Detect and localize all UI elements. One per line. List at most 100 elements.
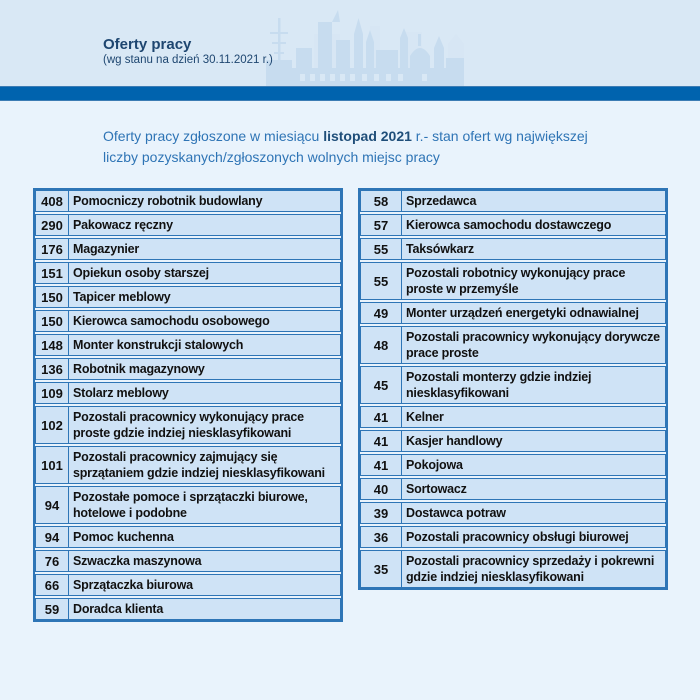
table-row: 59 Doradca klienta: [35, 598, 341, 620]
intro-text-after: r.- stan ofert wg największej liczby poz…: [103, 128, 588, 165]
offer-count: 35: [361, 551, 402, 587]
table-row: 76 Szwaczka maszynowa: [35, 550, 341, 572]
table-row: 94 Pozostałe pomoce i sprzątaczki biurowe…: [35, 486, 341, 524]
offer-count: 102: [36, 407, 69, 443]
offer-count: 94: [36, 487, 69, 523]
table-row: 36 Pozostali pracownicy obsługi biurowej: [360, 526, 666, 548]
offer-label: Kasjer handlowy: [406, 434, 503, 448]
table-row: 55 Taksówkarz: [360, 238, 666, 260]
offer-label: Stolarz meblowy: [73, 386, 169, 400]
offer-count: 40: [361, 479, 402, 499]
table-row: 57 Kierowca samochodu dostawczego: [360, 214, 666, 236]
table-row: 150 Kierowca samochodu osobowego: [35, 310, 341, 332]
offer-count: 136: [36, 359, 69, 379]
intro-text-before: Oferty pracy zgłoszone w miesiącu: [103, 128, 324, 144]
offer-count: 76: [36, 551, 69, 571]
offer-label: Opiekun osoby starszej: [73, 266, 209, 280]
offer-label: Robotnik magazynowy: [73, 362, 205, 376]
table-row: 35 Pozostali pracownicy sprzedaży i pokre…: [360, 550, 666, 588]
offer-count: 101: [36, 447, 69, 483]
offer-count: 48: [361, 327, 402, 363]
table-row: 49 Monter urządzeń energetyki odnawialnej: [360, 302, 666, 324]
table-row: 45 Pozostali monterzy gdzie indziej niesk…: [360, 366, 666, 404]
table-row: 40 Sortowacz: [360, 478, 666, 500]
offer-count: 41: [361, 407, 402, 427]
offer-label: Pomocniczy robotnik budowlany: [73, 194, 263, 208]
offer-count: 36: [361, 527, 402, 547]
offer-count: 59: [36, 599, 69, 619]
offer-count: 408: [36, 191, 69, 211]
table-row: 94 Pomoc kuchenna: [35, 526, 341, 548]
table-row: 102 Pozostali pracownicy wykonujący prace…: [35, 406, 341, 444]
offer-label: Kelner: [406, 410, 444, 424]
table-row: 41 Kasjer handlowy: [360, 430, 666, 452]
offer-label: Pozostałe pomoce i sprzątaczki biurowe, …: [73, 490, 308, 520]
intro-month-highlight: listopad 2021: [323, 128, 412, 144]
offer-count: 57: [361, 215, 402, 235]
offer-label: Pozostali monterzy gdzie indziej nieskla…: [406, 370, 592, 400]
offer-label: Sprzedawca: [406, 194, 477, 208]
offer-label: Dostawca potraw: [406, 506, 506, 520]
job-offers-table-right: 58 Sprzedawca 57 Kierowca samochodu dostawc…: [358, 188, 668, 590]
header-date-note: (wg stanu na dzień 30.11.2021 r.): [103, 54, 273, 66]
offer-count: 150: [36, 311, 69, 331]
offer-count: 49: [361, 303, 402, 323]
offer-count: 55: [361, 239, 402, 259]
offer-count: 150: [36, 287, 69, 307]
table-row: 150 Tapicer meblowy: [35, 286, 341, 308]
offer-label: Pozostali pracownicy wykonujący prace pr…: [73, 410, 304, 440]
table-row: 109 Stolarz meblowy: [35, 382, 341, 404]
offer-label: Doradca klienta: [73, 602, 164, 616]
offer-label: Pozostali robotnicy wykonujący prace pro…: [406, 266, 626, 296]
offer-count: 109: [36, 383, 69, 403]
offer-count: 41: [361, 455, 402, 475]
table-row: 148 Monter konstrukcji stalowych: [35, 334, 341, 356]
offer-label: Pokojowa: [406, 458, 463, 472]
intro-paragraph: Oferty pracy zgłoszone w miesiącu listop…: [103, 126, 608, 168]
table-row: 58 Sprzedawca: [360, 190, 666, 212]
table-row: 48 Pozostali pracownicy wykonujący dorywc…: [360, 326, 666, 364]
table-row: 101 Pozostali pracownicy zajmujący się sp…: [35, 446, 341, 484]
offer-label: Pozostali pracownicy obsługi biurowej: [406, 530, 629, 544]
table-row: 55 Pozostali robotnicy wykonujący prace p…: [360, 262, 666, 300]
table-row: 136 Robotnik magazynowy: [35, 358, 341, 380]
offer-label: Pozostali pracownicy zajmujący się sprzą…: [73, 450, 325, 480]
job-offers-table-left: 408 Pomocniczy robotnik budowlany 290 Pakow…: [33, 188, 343, 622]
offer-label: Sprzątaczka biurowa: [73, 578, 193, 592]
header: Oferty pracy (wg stanu na dzień 30.11.20…: [0, 0, 700, 86]
offer-label: Tapicer meblowy: [73, 290, 171, 304]
offer-count: 41: [361, 431, 402, 451]
table-row: 151 Opiekun osoby starszej: [35, 262, 341, 284]
offer-label: Taksówkarz: [406, 242, 474, 256]
offer-count: 55: [361, 263, 402, 299]
table-row: 66 Sprzątaczka biurowa: [35, 574, 341, 596]
offer-label: Sortowacz: [406, 482, 467, 496]
offer-label: Pozostali pracownicy sprzedaży i pokrewn…: [406, 554, 655, 584]
offer-label: Pakowacz ręczny: [73, 218, 173, 232]
page-title: Oferty pracy: [103, 36, 192, 53]
offer-label: Magazynier: [73, 242, 140, 256]
offer-count: 94: [36, 527, 69, 547]
table-row: 41 Pokojowa: [360, 454, 666, 476]
city-skyline-illustration: [266, 10, 464, 86]
table-row: 408 Pomocniczy robotnik budowlany: [35, 190, 341, 212]
offer-label: Szwaczka maszynowa: [73, 554, 202, 568]
accent-bar: [0, 86, 700, 101]
table-row: 290 Pakowacz ręczny: [35, 214, 341, 236]
offer-count: 66: [36, 575, 69, 595]
offer-count: 58: [361, 191, 402, 211]
offer-count: 39: [361, 503, 402, 523]
offer-count: 290: [36, 215, 69, 235]
table-row: 39 Dostawca potraw: [360, 502, 666, 524]
table-row: 176 Magazynier: [35, 238, 341, 260]
offer-count: 148: [36, 335, 69, 355]
offer-count: 176: [36, 239, 69, 259]
offer-label: Kierowca samochodu osobowego: [73, 314, 270, 328]
table-row: 41 Kelner: [360, 406, 666, 428]
offer-label: Pomoc kuchenna: [73, 530, 174, 544]
offer-label: Monter urządzeń energetyki odnawialnej: [406, 306, 639, 320]
offer-label: Pozostali pracownicy wykonujący dorywcze…: [406, 330, 660, 360]
offer-label: Kierowca samochodu dostawczego: [406, 218, 612, 232]
offer-count: 151: [36, 263, 69, 283]
offer-count: 45: [361, 367, 402, 403]
